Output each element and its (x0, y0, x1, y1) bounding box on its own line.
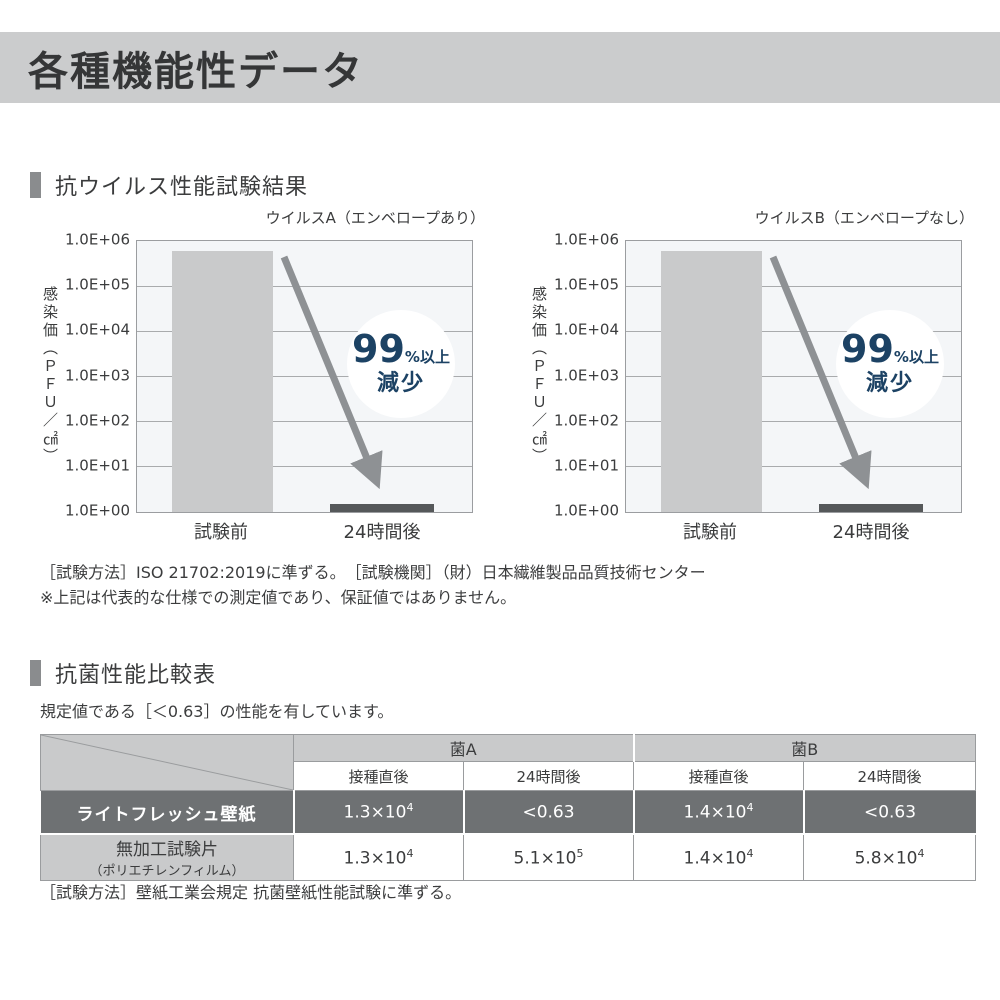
row-label: ライトフレッシュ壁紙 (40, 790, 294, 835)
group-header-bacteria-b: 菌B (632, 734, 977, 762)
reduction-word: 減少 (865, 371, 914, 397)
table-cell: 1.4×104 (632, 790, 804, 835)
chart-virus-a: ウイルスA（エンベロープあり） 感染価（ＰＦＵ／㎠） 1.0E+06 1.0E+0… (10, 205, 485, 550)
table-corner-cell (40, 734, 294, 791)
chart-title: ウイルスA（エンベロープあり） (265, 209, 485, 227)
y-tick-label: 1.0E+02 (554, 411, 619, 430)
sub-header: 24時間後 (462, 761, 635, 791)
page-header-banner: 各種機能性データ (0, 32, 1000, 103)
y-tick-label: 1.0E+00 (65, 501, 130, 520)
y-axis-label-wrap: 感染価（ＰＦＵ／㎠） (40, 240, 61, 511)
table-intro-text: 規定値である［＜0.63］の性能を有しています。 (40, 702, 394, 721)
table-cell: 5.8×104 (803, 833, 977, 881)
y-axis-ticks: 1.0E+06 1.0E+05 1.0E+04 1.0E+03 1.0E+02 1.0E+… (10, 232, 130, 518)
reduction-word: 減少 (376, 371, 425, 397)
y-tick-label: 1.0E+00 (554, 501, 619, 520)
y-tick-label: 1.0E+05 (65, 275, 130, 294)
sub-header: 24時間後 (803, 761, 977, 791)
x-axis-labels: 試験前 24時間後 (136, 518, 471, 544)
chart-title: ウイルスB（エンベロープなし） (754, 209, 974, 227)
antibacterial-comparison-table: 菌A 菌B 接種直後 24時間後 接種直後 24時間後 ライトフレッシュ壁紙 1… (40, 734, 977, 881)
table-cell: 5.1×105 (462, 833, 635, 881)
x-category-label: 24時間後 (343, 522, 421, 543)
y-tick-label: 1.0E+06 (554, 230, 619, 249)
row-label: 無加工試験片（ポリエチレンフィルム） (40, 833, 294, 881)
x-category-label: 24時間後 (832, 522, 910, 543)
reduction-badge: 99 %以上 減少 (836, 310, 944, 418)
y-tick-label: 1.0E+03 (554, 366, 619, 384)
table-footnote: ［試験方法］壁紙工業会規定 抗菌壁紙性能試験に準ずる。 (40, 883, 462, 902)
reduction-percent: 99 (352, 327, 405, 372)
section-heading-antibacterial: 抗菌性能比較表 (30, 657, 216, 689)
test-method-note: ［試験方法］ISO 21702:2019に準ずる。 ［試験機関］（財）日本繊維製… (40, 563, 706, 582)
heading-marker-bar (30, 172, 41, 198)
table-group-header-row: 菌A 菌B (40, 734, 977, 791)
table-cell: 1.3×104 (292, 790, 464, 835)
y-axis-ticks: 1.0E+06 1.0E+05 1.0E+04 1.0E+03 1.0E+02 1.0E+… (499, 232, 619, 518)
y-tick-label: 1.0E+03 (65, 366, 130, 384)
y-axis-label: 感染価（ＰＦＵ／㎠） (41, 285, 59, 466)
y-tick-label: 1.0E+04 (554, 320, 619, 339)
section-title: 抗菌性能比較表 (55, 663, 217, 688)
bar-before-test (661, 251, 762, 512)
bar-after-24h (330, 504, 434, 512)
reduction-badge-line1: 99 %以上 (841, 330, 939, 368)
group-header-bacteria-a: 菌A (292, 734, 635, 762)
reduction-badge-line1: 99 %以上 (352, 330, 450, 368)
y-tick-label: 1.0E+02 (65, 411, 130, 430)
table-row-control: 無加工試験片（ポリエチレンフィルム） 1.3×104 5.1×105 1.4×1… (40, 833, 977, 881)
plot-area: 99 %以上 減少 (625, 240, 962, 513)
table-cell: <0.63 (462, 790, 634, 835)
bar-before-test (172, 251, 273, 512)
disclaimer-note: ※上記は代表的な仕様での測定値であり、保証値ではありません。 (40, 588, 517, 607)
table-cell: 1.3×104 (293, 833, 464, 881)
table-cell: 1.4×104 (633, 833, 805, 881)
table-sub-header-row: 接種直後 24時間後 接種直後 24時間後 (41, 761, 977, 791)
reduction-badge: 99 %以上 減少 (347, 310, 455, 418)
sub-header: 接種直後 (633, 761, 805, 791)
y-tick-label: 1.0E+05 (554, 275, 619, 294)
y-tick-label: 1.0E+04 (65, 320, 130, 339)
x-category-label: 試験前 (194, 522, 248, 543)
reduction-suffix: %以上 (893, 348, 939, 367)
reduction-percent: 99 (841, 327, 894, 372)
sub-header: 接種直後 (293, 761, 464, 791)
heading-marker-bar (30, 660, 41, 686)
page-title: 各種機能性データ (28, 48, 364, 95)
plot-area: 99 %以上 減少 (136, 240, 473, 513)
y-tick-label: 1.0E+01 (65, 456, 130, 475)
y-axis-label: 感染価（ＰＦＵ／㎠） (530, 285, 548, 466)
section-title: 抗ウイルス性能試験結果 (55, 175, 309, 200)
x-axis-labels: 試験前 24時間後 (625, 518, 960, 544)
bar-after-24h (819, 504, 923, 512)
section-heading-antivirus: 抗ウイルス性能試験結果 (30, 169, 308, 201)
y-tick-label: 1.0E+06 (65, 230, 130, 249)
reduction-suffix: %以上 (404, 348, 450, 367)
diagonal-line (41, 735, 293, 790)
chart-virus-b: ウイルスB（エンベロープなし） 感染価（ＰＦＵ／㎠） 1.0E+06 1.0E+0… (499, 205, 974, 550)
y-axis-label-wrap: 感染価（ＰＦＵ／㎠） (529, 240, 550, 511)
y-tick-label: 1.0E+01 (554, 456, 619, 475)
table-row-product: ライトフレッシュ壁紙 1.3×104 <0.63 1.4×104 <0.63 (40, 790, 976, 835)
x-category-label: 試験前 (683, 522, 737, 543)
table-cell: <0.63 (802, 790, 976, 835)
